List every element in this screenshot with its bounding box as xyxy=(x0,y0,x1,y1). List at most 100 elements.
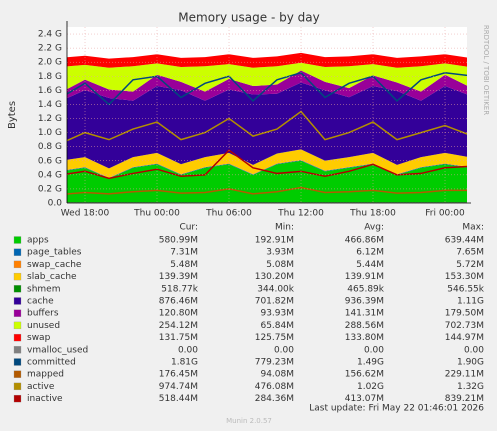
x-tick-label: Thu 12:00 xyxy=(277,209,324,219)
x-tick-label: Wed 18:00 xyxy=(61,209,110,219)
legend-value: 518.77k xyxy=(161,284,198,294)
legend-swatch xyxy=(13,333,22,342)
x-tick-label: Thu 06:00 xyxy=(205,209,252,219)
legend-swatch xyxy=(13,346,22,354)
plot-layer xyxy=(67,52,467,203)
legend-swatch xyxy=(13,285,22,293)
legend-value: 5.72M xyxy=(456,260,484,270)
legend-header: Cur: xyxy=(179,223,198,233)
area xyxy=(67,160,467,179)
legend-value: 120.80M xyxy=(159,309,198,319)
legend-name: inactive xyxy=(27,394,63,404)
legend-value: 639.44M xyxy=(445,236,484,246)
legend-value: 1.81G xyxy=(171,358,198,368)
legend-value: 1.32G xyxy=(457,382,484,392)
y-tick-label: 0.0 xyxy=(48,199,63,209)
legend-value: 876.46M xyxy=(159,297,198,307)
chart-title: Memory usage - by day xyxy=(178,11,319,25)
legend-value: 0.00 xyxy=(364,345,384,355)
legend-value: 7.31M xyxy=(170,248,198,258)
legend-value: 546.55k xyxy=(447,284,484,294)
legend-value: 6.12M xyxy=(356,248,384,258)
legend-name: shmem xyxy=(27,284,60,294)
area xyxy=(67,160,467,203)
y-tick-label: 0.6 G xyxy=(38,156,62,166)
y-tick-label: 2.2 G xyxy=(38,44,62,54)
legend-value: 130.20M xyxy=(255,272,294,282)
legend-swatch xyxy=(13,272,22,281)
y-tick-label: 2.4 G xyxy=(38,30,62,40)
legend-value: 131.75M xyxy=(159,333,198,343)
line xyxy=(67,186,467,195)
legend-name: swap xyxy=(27,333,51,343)
legend-header: Min: xyxy=(275,223,294,233)
legend-value: 936.39M xyxy=(345,297,384,307)
legend-value: 0.00 xyxy=(178,345,198,355)
legend-value: 3.93M xyxy=(266,248,294,258)
legend-value: 141.31M xyxy=(345,309,384,319)
legend-value: 839.21M xyxy=(445,394,484,404)
version: Munin 2.0.57 xyxy=(226,417,272,425)
legend-swatch xyxy=(13,394,22,403)
legend-value: 5.44M xyxy=(356,260,384,270)
x-tick-label: Thu 18:00 xyxy=(349,209,396,219)
legend-name: unused xyxy=(27,321,60,331)
legend-swatch xyxy=(13,309,22,317)
area xyxy=(67,159,467,178)
legend-value: 702.73M xyxy=(445,321,484,331)
legend-value: 1.02G xyxy=(357,382,384,392)
legend-value: 1.49G xyxy=(357,358,384,368)
legend-value: 139.91M xyxy=(345,272,384,282)
legend-value: 229.11M xyxy=(445,370,484,380)
legend-value: 779.23M xyxy=(255,358,294,368)
y-tick-label: 1.2 G xyxy=(38,114,62,124)
legend-value: 466.86M xyxy=(345,236,384,246)
legend-swatch xyxy=(13,297,22,305)
y-tick-label: 0.8 G xyxy=(38,142,62,152)
legend-value: 133.80M xyxy=(345,333,384,343)
legend-value: 1.90G xyxy=(457,358,484,368)
legend-value: 344.00k xyxy=(257,284,294,294)
legend-swatch xyxy=(13,260,22,269)
legend-value: 254.12M xyxy=(159,321,198,331)
legend-name: swap_cache xyxy=(27,260,82,270)
legend-name: active xyxy=(27,382,55,392)
y-tick-label: 0.2 G xyxy=(38,184,62,194)
legend-value: 65.84M xyxy=(260,321,294,331)
legend-value: 476.08M xyxy=(255,382,294,392)
y-tick-label: 2.0 G xyxy=(38,58,62,68)
legend-swatch xyxy=(13,370,22,378)
side-text: RRDTOOL / TOBI OETIKER xyxy=(482,25,490,115)
y-tick-label: 1.6 G xyxy=(38,86,62,96)
legend-value: 176.45M xyxy=(159,370,198,380)
y-tick-label: 1.8 G xyxy=(38,72,62,82)
legend-value: 144.97M xyxy=(445,333,484,343)
legend-value: 5.48M xyxy=(170,260,198,270)
legend-name: vmalloc_used xyxy=(27,345,88,355)
legend-value: 288.56M xyxy=(345,321,384,331)
legend-swatch xyxy=(13,358,22,366)
last-update: Last update: Fri May 22 01:46:01 2026 xyxy=(309,404,484,414)
legend-header: Avg: xyxy=(364,223,384,233)
legend-value: 413.07M xyxy=(345,394,384,404)
legend-value: 518.44M xyxy=(159,394,198,404)
legend-swatch xyxy=(13,382,22,391)
legend-swatch xyxy=(13,248,22,256)
legend-header: Max: xyxy=(462,223,484,233)
legend-name: slab_cache xyxy=(27,272,77,282)
legend-name: apps xyxy=(27,236,49,246)
legend-value: 974.74M xyxy=(159,382,198,392)
area xyxy=(67,52,467,68)
legend-value: 94.08M xyxy=(260,370,294,380)
legend-value: 139.39M xyxy=(159,272,198,282)
area xyxy=(67,62,467,92)
legend-value: 0.00 xyxy=(464,345,484,355)
legend-value: 580.99M xyxy=(159,236,198,246)
legend-value: 192.91M xyxy=(255,236,294,246)
y-tick-label: 1.0 G xyxy=(38,128,62,138)
y-tick-label: 1.4 G xyxy=(38,100,62,110)
legend-value: 153.30M xyxy=(445,272,484,282)
x-tick-label: Fri 00:00 xyxy=(425,209,465,219)
